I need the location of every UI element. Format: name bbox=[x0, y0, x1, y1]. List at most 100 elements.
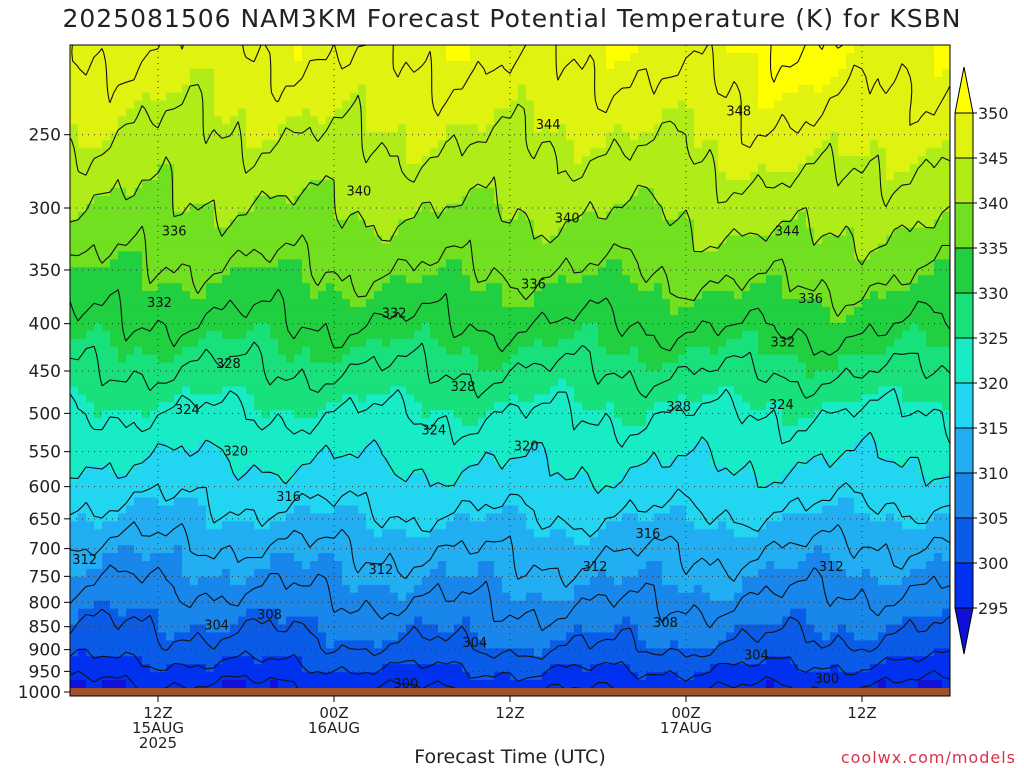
fill-cell bbox=[318, 68, 327, 78]
fill-cell bbox=[870, 219, 879, 229]
fill-cell bbox=[326, 306, 335, 316]
fill-cell bbox=[526, 84, 535, 94]
fill-cell bbox=[670, 116, 679, 125]
fill-cell bbox=[494, 259, 503, 268]
fill-cell bbox=[926, 179, 935, 189]
fill-cell bbox=[686, 330, 695, 340]
fill-cell bbox=[118, 219, 127, 229]
fill-cell bbox=[174, 211, 183, 221]
fill-cell bbox=[878, 68, 887, 78]
fill-cell bbox=[310, 45, 319, 54]
fill-cell bbox=[886, 172, 895, 181]
fill-cell bbox=[382, 124, 391, 133]
fill-cell bbox=[726, 60, 735, 70]
fill-cell bbox=[926, 338, 935, 348]
fill-cell bbox=[758, 92, 767, 102]
fill-cell bbox=[790, 195, 799, 205]
fill-cell bbox=[286, 306, 295, 316]
fill-cell bbox=[438, 148, 447, 157]
fill-cell bbox=[382, 60, 391, 70]
fill-cell bbox=[454, 322, 463, 332]
fill-cell bbox=[790, 330, 799, 340]
fill-cell bbox=[718, 203, 727, 213]
fill-cell bbox=[614, 124, 623, 133]
fill-cell bbox=[934, 76, 943, 86]
fill-cell bbox=[294, 68, 303, 78]
fill-cell bbox=[918, 140, 927, 149]
fill-cell bbox=[390, 251, 399, 260]
fill-cell bbox=[742, 354, 751, 364]
fill-cell bbox=[878, 100, 887, 110]
fill-cell bbox=[86, 299, 95, 308]
fill-cell bbox=[750, 132, 759, 141]
fill-cell bbox=[766, 243, 775, 253]
fill-cell bbox=[262, 60, 271, 70]
fill-cell bbox=[574, 267, 583, 276]
fill-cell bbox=[558, 148, 567, 157]
fill-cell bbox=[590, 52, 599, 62]
fill-cell bbox=[294, 195, 303, 205]
fill-cell bbox=[110, 402, 119, 411]
fill-cell bbox=[358, 124, 367, 133]
fill-cell bbox=[558, 60, 567, 70]
fill-cell bbox=[646, 172, 655, 181]
fill-cell bbox=[510, 108, 519, 118]
fill-cell bbox=[454, 235, 463, 245]
fill-cell bbox=[174, 140, 183, 149]
fill-cell bbox=[70, 211, 79, 221]
fill-cell bbox=[430, 370, 439, 380]
fill-cell bbox=[166, 76, 175, 86]
fill-cell bbox=[846, 100, 855, 110]
fill-cell bbox=[206, 283, 215, 292]
fill-cell bbox=[190, 291, 199, 300]
fill-cell bbox=[350, 346, 359, 356]
fill-cell bbox=[638, 370, 647, 380]
fill-cell bbox=[806, 283, 815, 292]
fill-cell bbox=[662, 275, 671, 284]
fill-cell bbox=[454, 370, 463, 380]
fill-cell bbox=[94, 124, 103, 133]
fill-cell bbox=[574, 124, 583, 133]
fill-cell bbox=[830, 203, 839, 213]
fill-cell bbox=[70, 306, 79, 316]
fill-cell bbox=[110, 156, 119, 165]
fill-cell bbox=[694, 132, 703, 141]
fill-cell bbox=[846, 314, 855, 324]
fill-cell bbox=[478, 116, 487, 125]
fill-cell bbox=[710, 322, 719, 332]
fill-cell bbox=[830, 68, 839, 78]
fill-cell bbox=[294, 108, 303, 118]
fill-cell bbox=[326, 314, 335, 324]
fill-cell bbox=[742, 92, 751, 102]
fill-cell bbox=[190, 203, 199, 213]
fill-cell bbox=[822, 132, 831, 141]
fill-cell bbox=[662, 140, 671, 149]
fill-cell bbox=[502, 124, 511, 133]
fill-cell bbox=[174, 195, 183, 205]
fill-cell bbox=[182, 132, 191, 141]
fill-cell bbox=[662, 362, 671, 372]
fill-cell bbox=[462, 60, 471, 70]
fill-cell bbox=[598, 394, 607, 403]
fill-cell bbox=[750, 243, 759, 253]
fill-cell bbox=[830, 172, 839, 181]
fill-cell bbox=[910, 306, 919, 316]
fill-cell bbox=[262, 370, 271, 380]
fill-cell bbox=[758, 259, 767, 268]
fill-cell bbox=[614, 378, 623, 387]
fill-cell bbox=[926, 156, 935, 165]
fill-cell bbox=[854, 378, 863, 387]
fill-cell bbox=[646, 354, 655, 364]
fill-cell bbox=[686, 259, 695, 268]
fill-cell bbox=[198, 108, 207, 118]
fill-cell bbox=[374, 402, 383, 411]
fill-cell bbox=[662, 179, 671, 189]
fill-cell bbox=[326, 108, 335, 118]
fill-cell bbox=[654, 187, 663, 197]
fill-cell bbox=[198, 116, 207, 125]
fill-cell bbox=[302, 195, 311, 205]
fill-cell bbox=[454, 362, 463, 372]
fill-cell bbox=[78, 211, 87, 221]
fill-cell bbox=[374, 267, 383, 276]
fill-cell bbox=[502, 116, 511, 125]
